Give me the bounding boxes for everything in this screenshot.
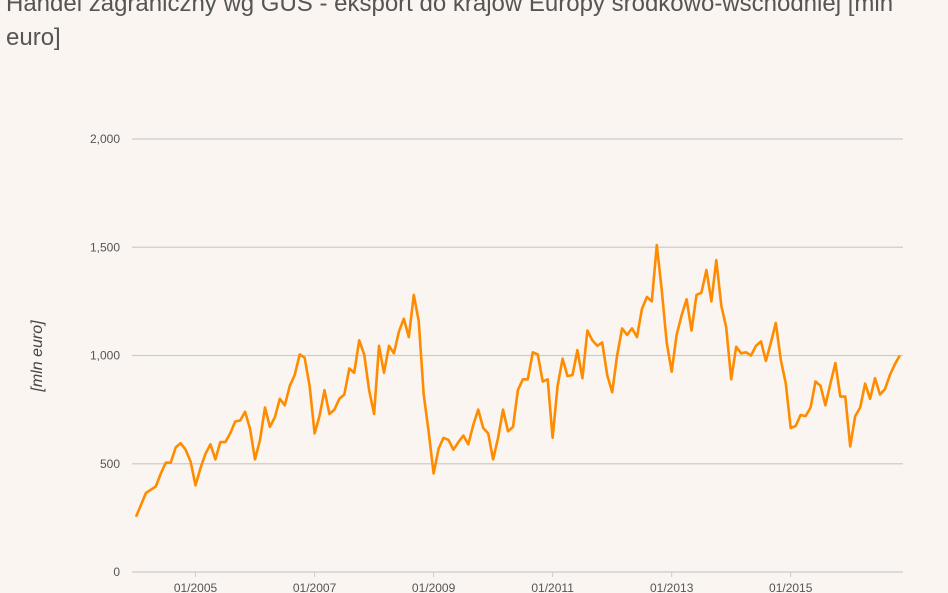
y-tick-label: 0 <box>113 565 120 579</box>
y-tick-label: 1,500 <box>90 240 120 254</box>
x-tick-label: 01/2005 <box>174 581 218 593</box>
chart-title: Handel zagraniczny wg GUS - eksport do k… <box>6 0 894 51</box>
y-axis-label: [mln euro] <box>29 320 46 393</box>
y-tick-label: 2,000 <box>90 132 120 146</box>
x-tick-label: 01/2011 <box>531 581 574 593</box>
y-tick-label: 500 <box>100 457 120 471</box>
x-tick-label: 01/2009 <box>412 581 456 593</box>
x-tick-label: 01/2013 <box>650 581 694 593</box>
y-tick-label: 1,000 <box>90 349 120 363</box>
x-tick-label: 01/2015 <box>769 581 813 593</box>
series-line <box>134 243 901 518</box>
x-tick-label: 01/2007 <box>293 581 337 593</box>
